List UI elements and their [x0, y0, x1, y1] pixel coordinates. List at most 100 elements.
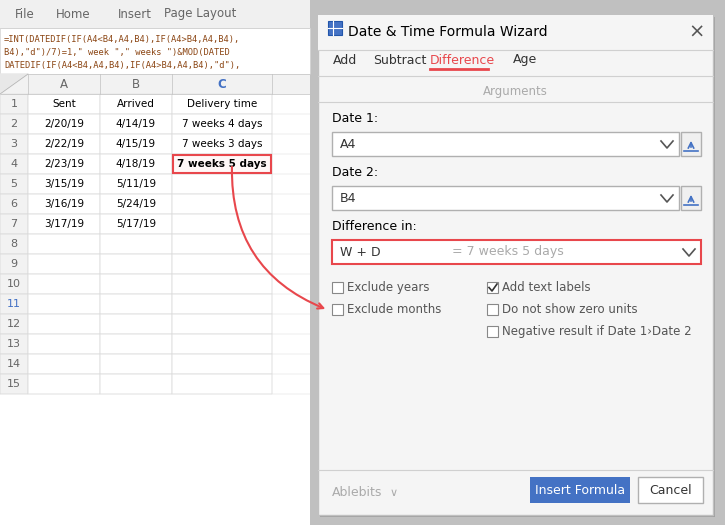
FancyBboxPatch shape: [172, 114, 272, 134]
FancyBboxPatch shape: [100, 374, 172, 394]
Text: 8: 8: [10, 239, 17, 249]
FancyBboxPatch shape: [28, 254, 100, 274]
Text: 3/16/19: 3/16/19: [44, 199, 84, 209]
FancyBboxPatch shape: [100, 354, 172, 374]
FancyBboxPatch shape: [28, 134, 100, 154]
Text: Cancel: Cancel: [649, 484, 692, 497]
FancyBboxPatch shape: [0, 0, 310, 28]
FancyBboxPatch shape: [320, 17, 715, 517]
Text: B4: B4: [340, 192, 357, 205]
FancyBboxPatch shape: [100, 134, 172, 154]
Text: Negative result if Date 1›Date 2: Negative result if Date 1›Date 2: [502, 325, 692, 338]
Text: 7 weeks 3 days: 7 weeks 3 days: [182, 139, 262, 149]
Text: Age: Age: [513, 54, 537, 67]
Text: 3: 3: [10, 139, 17, 149]
FancyBboxPatch shape: [28, 114, 100, 134]
FancyBboxPatch shape: [100, 194, 172, 214]
Text: Date 2:: Date 2:: [332, 165, 378, 178]
Text: 1: 1: [10, 99, 17, 109]
FancyBboxPatch shape: [0, 134, 28, 154]
Text: Insert: Insert: [118, 7, 152, 20]
Text: ∨: ∨: [390, 488, 398, 498]
Text: B4),"d")/7)=1," week "," weeks ")&MOD(DATED: B4),"d")/7)=1," week "," weeks ")&MOD(DA…: [4, 48, 230, 57]
Text: Page Layout: Page Layout: [164, 7, 236, 20]
FancyBboxPatch shape: [332, 132, 679, 156]
Text: Date & Time Formula Wizard: Date & Time Formula Wizard: [348, 26, 547, 39]
FancyBboxPatch shape: [332, 186, 679, 210]
FancyBboxPatch shape: [318, 15, 713, 50]
Text: 5/24/19: 5/24/19: [116, 199, 156, 209]
Text: 7 weeks 5 days: 7 weeks 5 days: [177, 159, 267, 169]
FancyBboxPatch shape: [332, 282, 343, 293]
FancyBboxPatch shape: [0, 74, 310, 94]
FancyBboxPatch shape: [0, 354, 28, 374]
FancyBboxPatch shape: [0, 334, 28, 354]
FancyBboxPatch shape: [332, 240, 701, 264]
Text: B: B: [132, 78, 140, 90]
FancyBboxPatch shape: [100, 234, 172, 254]
Text: 7 weeks 4 days: 7 weeks 4 days: [182, 119, 262, 129]
FancyBboxPatch shape: [0, 194, 28, 214]
Text: 4/18/19: 4/18/19: [116, 159, 156, 169]
FancyBboxPatch shape: [100, 314, 172, 334]
FancyBboxPatch shape: [172, 194, 272, 214]
FancyBboxPatch shape: [100, 334, 172, 354]
Text: Delivery time: Delivery time: [187, 99, 257, 109]
Text: Arguments: Arguments: [483, 86, 548, 99]
FancyBboxPatch shape: [100, 274, 172, 294]
FancyBboxPatch shape: [0, 214, 28, 234]
Text: Home: Home: [56, 7, 91, 20]
FancyBboxPatch shape: [172, 94, 272, 114]
Text: Ablebits: Ablebits: [332, 487, 382, 499]
Text: =INT(DATEDIF(IF(A4<B4,A4,B4),IF(A4>B4,A4,B4),: =INT(DATEDIF(IF(A4<B4,A4,B4),IF(A4>B4,A4…: [4, 35, 240, 44]
Text: 2/23/19: 2/23/19: [44, 159, 84, 169]
FancyBboxPatch shape: [28, 194, 100, 214]
FancyBboxPatch shape: [28, 294, 100, 314]
FancyBboxPatch shape: [100, 174, 172, 194]
FancyBboxPatch shape: [681, 186, 701, 210]
FancyBboxPatch shape: [0, 154, 28, 174]
Text: Date 1:: Date 1:: [332, 111, 378, 124]
FancyBboxPatch shape: [0, 234, 28, 254]
FancyBboxPatch shape: [172, 174, 272, 194]
Text: File: File: [15, 7, 35, 20]
FancyBboxPatch shape: [100, 214, 172, 234]
FancyBboxPatch shape: [100, 294, 172, 314]
Text: DATEDIF(IF(A4<B4,A4,B4),IF(A4>B4,A4,B4),"d"),: DATEDIF(IF(A4<B4,A4,B4),IF(A4>B4,A4,B4),…: [4, 61, 240, 70]
FancyBboxPatch shape: [172, 214, 272, 234]
FancyBboxPatch shape: [172, 314, 272, 334]
Text: 3/15/19: 3/15/19: [44, 179, 84, 189]
FancyBboxPatch shape: [0, 314, 28, 334]
Text: Insert Formula: Insert Formula: [535, 484, 625, 497]
Text: Arrived: Arrived: [117, 99, 155, 109]
Text: 7: 7: [10, 219, 17, 229]
FancyBboxPatch shape: [28, 354, 100, 374]
FancyBboxPatch shape: [28, 274, 100, 294]
FancyBboxPatch shape: [172, 294, 272, 314]
FancyBboxPatch shape: [28, 234, 100, 254]
FancyBboxPatch shape: [328, 21, 342, 35]
Text: 14: 14: [7, 359, 21, 369]
Text: B4),: B4),: [693, 64, 713, 72]
FancyBboxPatch shape: [28, 94, 100, 114]
Text: 5/17/19: 5/17/19: [116, 219, 156, 229]
Text: = 7 weeks 5 days: = 7 weeks 5 days: [452, 246, 564, 258]
FancyBboxPatch shape: [28, 154, 100, 174]
Text: Add text labels: Add text labels: [502, 281, 591, 294]
FancyBboxPatch shape: [0, 274, 28, 294]
FancyBboxPatch shape: [487, 282, 498, 293]
FancyBboxPatch shape: [172, 354, 272, 374]
Text: W + D: W + D: [340, 246, 381, 258]
Text: 10: 10: [7, 279, 21, 289]
Text: A: A: [60, 78, 68, 90]
FancyBboxPatch shape: [487, 304, 498, 315]
Text: Difference: Difference: [430, 54, 495, 67]
Text: 3/17/19: 3/17/19: [44, 219, 84, 229]
FancyBboxPatch shape: [100, 154, 172, 174]
FancyBboxPatch shape: [530, 477, 630, 503]
Text: Subtract: Subtract: [373, 54, 426, 67]
Text: 4: 4: [10, 159, 17, 169]
FancyBboxPatch shape: [28, 334, 100, 354]
FancyBboxPatch shape: [0, 294, 28, 314]
Text: Do not show zero units: Do not show zero units: [502, 303, 637, 316]
